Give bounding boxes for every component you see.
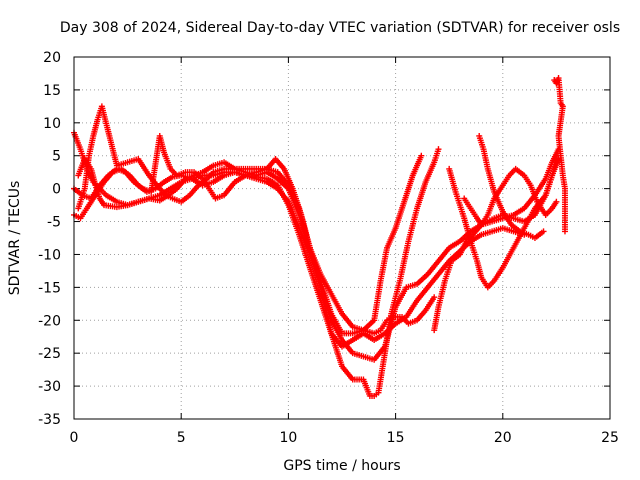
y-tick-label: -20: [38, 313, 61, 329]
data-points: [71, 75, 568, 399]
x-axis-label: GPS time / hours: [283, 458, 400, 474]
tick-labels: 0 5 10 15 20 25 -35 -30 -25 -20 -15 -10 -5 0 5 10 15 20: [38, 50, 619, 446]
x-tick-label: 5: [177, 430, 186, 446]
y-tick-label: -35: [38, 412, 61, 428]
y-tick-label: 15: [43, 83, 61, 99]
y-axis-label: SDTVAR / TECUs: [7, 181, 23, 296]
y-tick-label: 10: [43, 116, 61, 132]
y-tick-label: -10: [38, 247, 61, 263]
x-tick-label: 25: [601, 430, 619, 446]
data-point: [435, 146, 442, 153]
x-tick-label: 10: [279, 430, 297, 446]
y-tick-label: -25: [38, 346, 61, 362]
data-point: [540, 228, 547, 235]
data-point: [553, 198, 560, 205]
y-tick-label: 0: [52, 182, 61, 198]
y-tick-label: -5: [47, 215, 61, 231]
chart-title: Day 308 of 2024, Sidereal Day-to-day VTE…: [60, 20, 620, 36]
y-tick-label: -15: [38, 280, 61, 296]
series-track-7: [461, 165, 560, 228]
y-tick-label: 5: [52, 149, 61, 165]
x-tick-label: 20: [494, 430, 512, 446]
series-track-9: [476, 132, 547, 241]
data-point: [418, 152, 425, 159]
y-tick-label: -30: [38, 379, 61, 395]
data-point: [561, 228, 568, 235]
data-point: [431, 294, 438, 301]
x-tick-label: 15: [387, 430, 405, 446]
x-tick-label: 0: [70, 430, 79, 446]
series-track-5: [71, 132, 425, 334]
series-track-3: [75, 156, 438, 337]
grid: [74, 57, 610, 419]
plot-frame: [73, 56, 611, 420]
series-track-10: [551, 75, 568, 235]
y-tick-label: 20: [43, 50, 61, 66]
